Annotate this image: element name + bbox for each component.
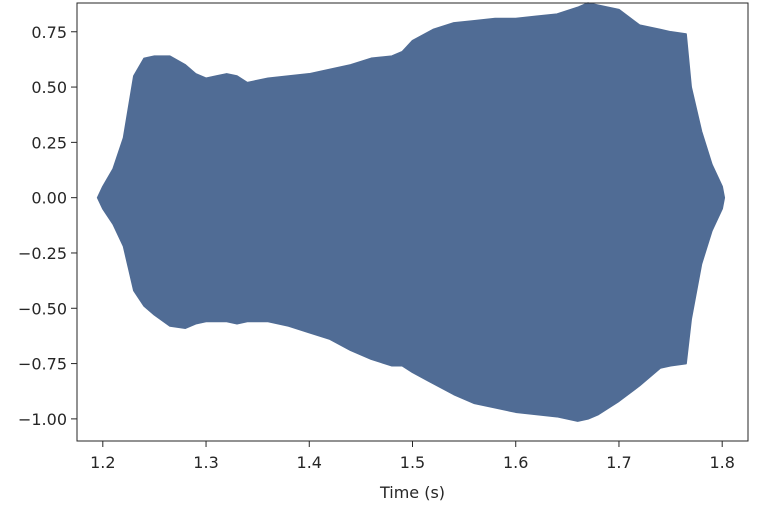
y-tick-label: −0.75 bbox=[18, 355, 67, 374]
y-tick-label: −0.25 bbox=[18, 244, 67, 263]
y-tick-label: 0.00 bbox=[31, 189, 67, 208]
x-tick-label: 1.8 bbox=[709, 453, 734, 472]
x-tick-label: 1.2 bbox=[90, 453, 115, 472]
x-tick-label: 1.3 bbox=[193, 453, 218, 472]
x-tick-label: 1.6 bbox=[503, 453, 528, 472]
y-tick-label: −0.50 bbox=[18, 299, 67, 318]
y-tick-label: 0.75 bbox=[31, 23, 67, 42]
y-axis: 0.75 0.50 0.25 0.00 −0.25 −0.50 −0.75 −1.00 bbox=[18, 23, 77, 429]
x-tick-label: 1.4 bbox=[297, 453, 322, 472]
x-axis: 1.2 1.3 1.4 1.5 1.6 1.7 1.8 bbox=[90, 441, 735, 472]
x-tick-label: 1.7 bbox=[606, 453, 631, 472]
y-tick-label: −1.00 bbox=[18, 410, 67, 429]
waveform-series-0 bbox=[96, 2, 726, 422]
x-tick-label: 1.5 bbox=[400, 453, 425, 472]
x-axis-label: Time (s) bbox=[379, 483, 445, 502]
y-tick-label: 0.50 bbox=[31, 78, 67, 97]
y-tick-label: 0.25 bbox=[31, 133, 67, 152]
plot-area bbox=[96, 2, 726, 422]
